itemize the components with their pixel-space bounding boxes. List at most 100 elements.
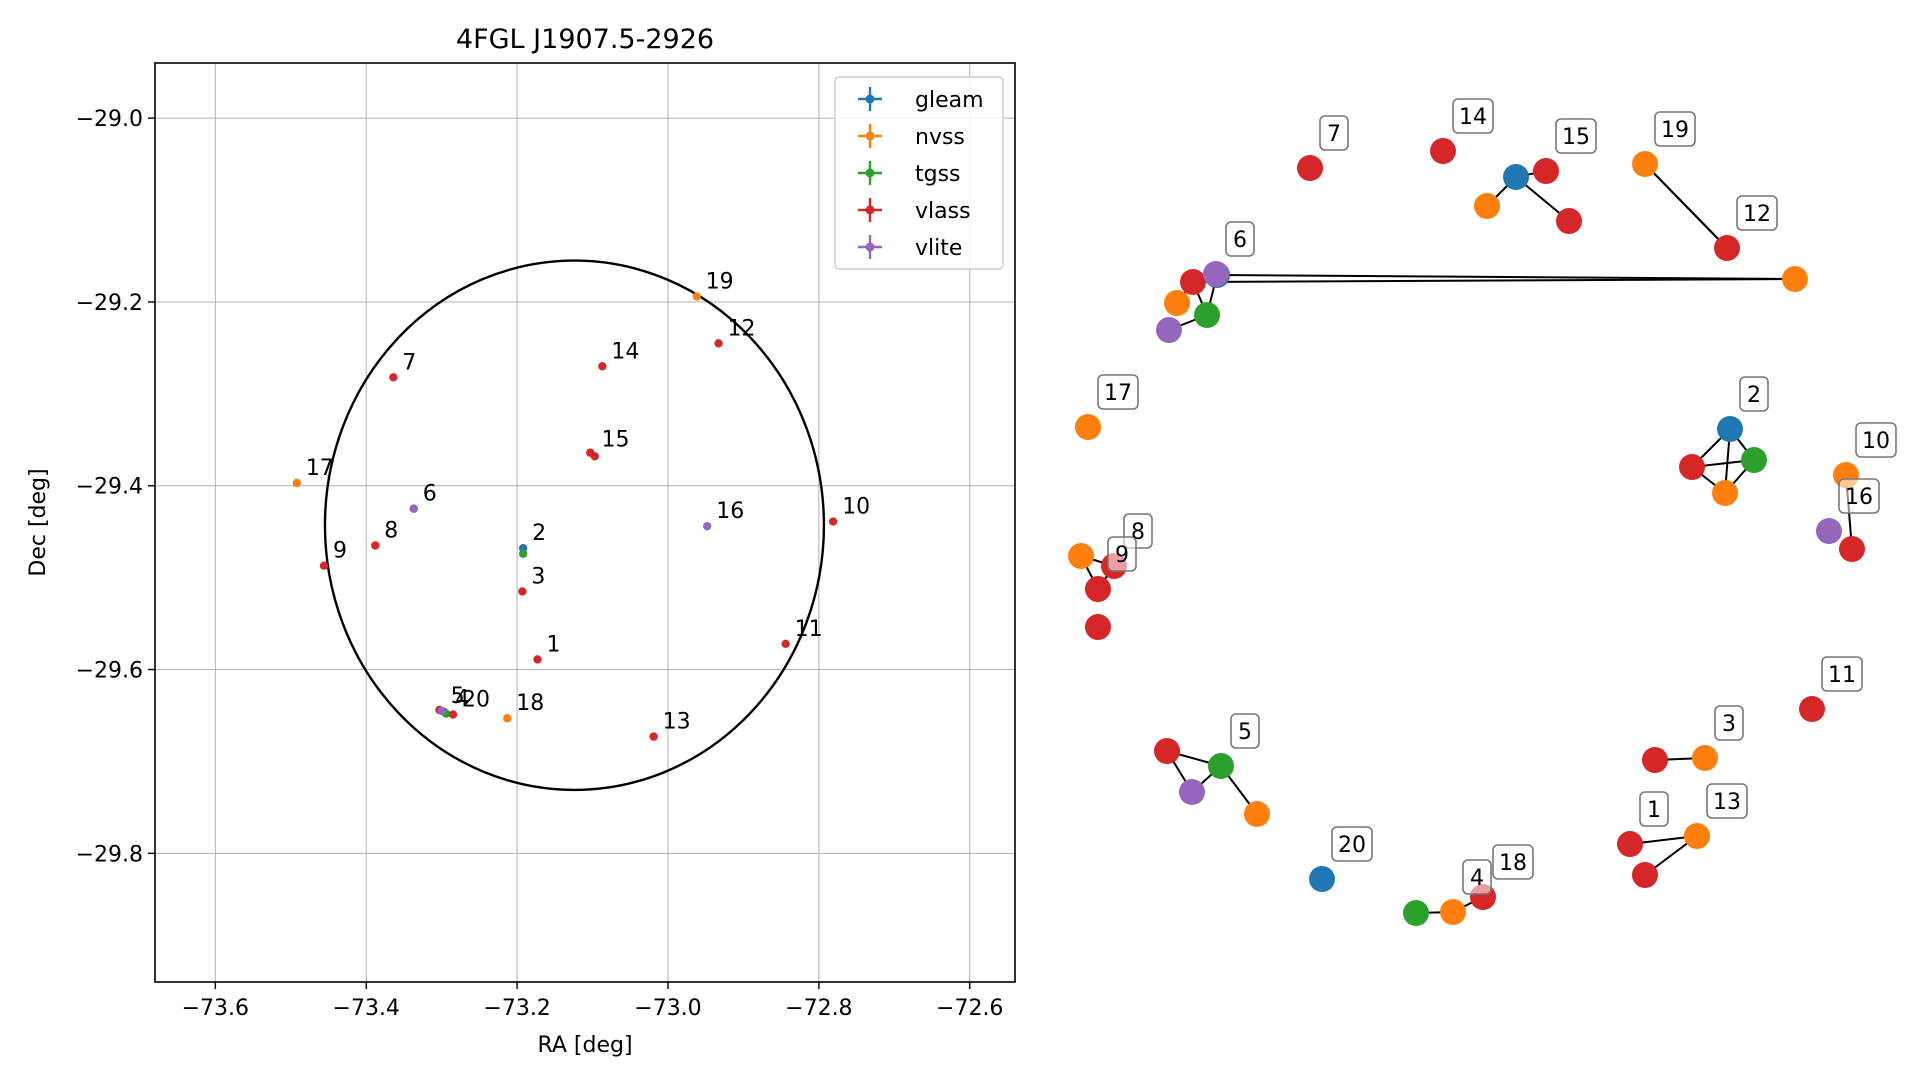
- graph-node-vlass: [1085, 576, 1111, 602]
- x-tick-label: −73.0: [634, 996, 701, 1021]
- point-label: 8: [384, 518, 398, 543]
- data-point-vlass: [533, 655, 542, 664]
- point-label: 9: [333, 539, 347, 564]
- graph-node-nvss: [1164, 290, 1190, 316]
- node-label: 1: [1647, 798, 1661, 823]
- point-label: 19: [706, 269, 734, 294]
- point-label: 17: [306, 456, 334, 481]
- data-point-vlass: [781, 639, 790, 649]
- point-label: 11: [795, 617, 823, 642]
- node-label: 14: [1459, 105, 1487, 130]
- graph-node-tgss: [1403, 900, 1429, 926]
- graph-node-vlass: [1297, 155, 1323, 181]
- data-point-tgss: [518, 549, 528, 558]
- graph-node-nvss: [1782, 266, 1808, 292]
- graph-node-nvss: [1440, 899, 1466, 925]
- graph-node-vlite: [1179, 779, 1205, 805]
- node-label: 13: [1713, 790, 1741, 815]
- point-label: 1: [546, 632, 560, 657]
- localization-circle: [323, 259, 826, 792]
- node-label-box: [1225, 221, 1255, 257]
- data-point-vlass: [518, 587, 527, 596]
- graph-node-nvss: [1244, 801, 1270, 827]
- graph-node-nvss: [1474, 193, 1500, 219]
- graph-node-nvss: [1692, 745, 1718, 771]
- y-tick-label: −29.0: [76, 107, 143, 132]
- point-label: 15: [602, 427, 630, 452]
- legend-label-gleam: gleam: [915, 88, 984, 113]
- node-label-box: [1654, 111, 1696, 147]
- graph-node-vlass: [1642, 747, 1668, 773]
- graph-node-vlite: [1816, 518, 1842, 544]
- point-label: 7: [402, 350, 416, 375]
- point-label: 18: [516, 691, 544, 716]
- data-point-vlite: [437, 706, 446, 716]
- graph-node-vlass: [1556, 208, 1582, 234]
- node-label: 10: [1862, 429, 1890, 454]
- node-label: 4: [1470, 866, 1484, 891]
- data-point-vlass: [389, 373, 398, 382]
- x-tick-label: −73.2: [483, 996, 550, 1021]
- graph-node-nvss: [1075, 414, 1101, 440]
- node-label: 7: [1327, 122, 1341, 147]
- legend-label-vlite: vlite: [915, 236, 962, 261]
- point-label: 4: [455, 687, 469, 712]
- legend-marker-dot: [865, 242, 875, 252]
- y-tick-label: −29.8: [76, 842, 143, 867]
- x-tick-label: −73.6: [182, 996, 249, 1021]
- graph-edge: [1644, 163, 1728, 249]
- graph-node-vlass: [1085, 614, 1111, 640]
- graph-node-tgss: [1208, 753, 1234, 779]
- graph-node-vlass: [1679, 454, 1705, 480]
- data-point-vlass: [714, 339, 723, 348]
- legend-marker-dot: [865, 205, 875, 215]
- node-label: 11: [1828, 663, 1856, 688]
- data-point-nvss: [503, 714, 512, 723]
- node-label-box: [1492, 844, 1534, 880]
- data-point-vlass: [598, 362, 607, 371]
- data-point-nvss: [692, 292, 701, 301]
- graph-node-gleam: [1503, 164, 1529, 190]
- graph-node-vlass: [1839, 536, 1865, 562]
- point-label: 2: [532, 521, 546, 546]
- node-label: 18: [1499, 851, 1527, 876]
- graph-node-vlass: [1154, 738, 1180, 764]
- node-label-box: [1838, 478, 1880, 514]
- data-point-vlass: [828, 517, 838, 526]
- data-point-vlass: [319, 561, 329, 570]
- node-label-box: [1107, 536, 1137, 572]
- graph-node-vlass: [1180, 269, 1206, 295]
- graph-node-vlass: [1430, 138, 1456, 164]
- node-label: 20: [1338, 833, 1366, 858]
- node-label: 19: [1661, 118, 1689, 143]
- graph-node-vlass: [1799, 696, 1825, 722]
- node-label-box: [1462, 859, 1492, 895]
- node-label: 17: [1104, 381, 1132, 406]
- node-label-box: [1706, 783, 1748, 819]
- node-label-box: [1821, 656, 1863, 692]
- data-point-vlass: [448, 710, 458, 719]
- node-label-box: [1331, 826, 1373, 862]
- graph-node-gleam: [1309, 866, 1335, 892]
- point-label: 5: [451, 684, 465, 709]
- graph-node-vlass: [1617, 831, 1643, 857]
- graph-node-gleam: [1717, 416, 1743, 442]
- data-point-vlass: [590, 452, 600, 461]
- graph-edge: [1192, 278, 1796, 283]
- legend-label-vlass: vlass: [915, 199, 971, 224]
- y-tick-label: −29.2: [76, 291, 143, 316]
- node-label-box: [1855, 422, 1897, 458]
- graph-node-vlite: [1156, 317, 1182, 343]
- chart-title: 4FGL J1907.5-2926: [456, 24, 714, 55]
- node-label-box: [1555, 118, 1597, 154]
- node-label-box: [1714, 705, 1744, 741]
- node-label-box: [1736, 195, 1778, 231]
- node-label-box: [1452, 98, 1494, 134]
- point-label: 12: [728, 316, 756, 341]
- node-label-box: [1639, 791, 1669, 827]
- node-label: 3: [1722, 712, 1736, 737]
- legend-marker-dot: [865, 131, 875, 141]
- node-label: 15: [1562, 125, 1590, 150]
